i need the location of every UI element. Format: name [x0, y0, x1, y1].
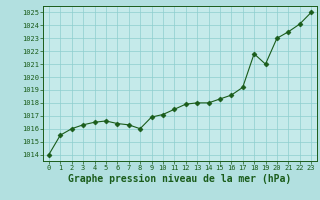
X-axis label: Graphe pression niveau de la mer (hPa): Graphe pression niveau de la mer (hPa)	[68, 174, 292, 184]
